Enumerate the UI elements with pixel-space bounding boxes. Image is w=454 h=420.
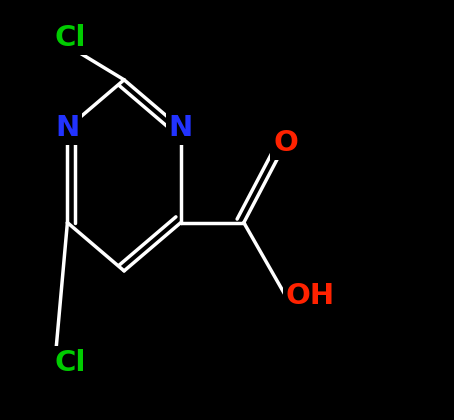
Text: O: O xyxy=(273,129,298,157)
Text: Cl: Cl xyxy=(55,349,86,377)
Text: Cl: Cl xyxy=(55,24,86,52)
Text: N: N xyxy=(169,114,193,142)
Text: OH: OH xyxy=(286,282,335,310)
Text: OH: OH xyxy=(286,282,335,310)
Text: N: N xyxy=(55,114,79,142)
Text: Cl: Cl xyxy=(55,24,86,52)
Text: O: O xyxy=(273,129,298,157)
Text: N: N xyxy=(169,114,193,142)
Text: N: N xyxy=(55,114,79,142)
Text: Cl: Cl xyxy=(55,349,86,377)
